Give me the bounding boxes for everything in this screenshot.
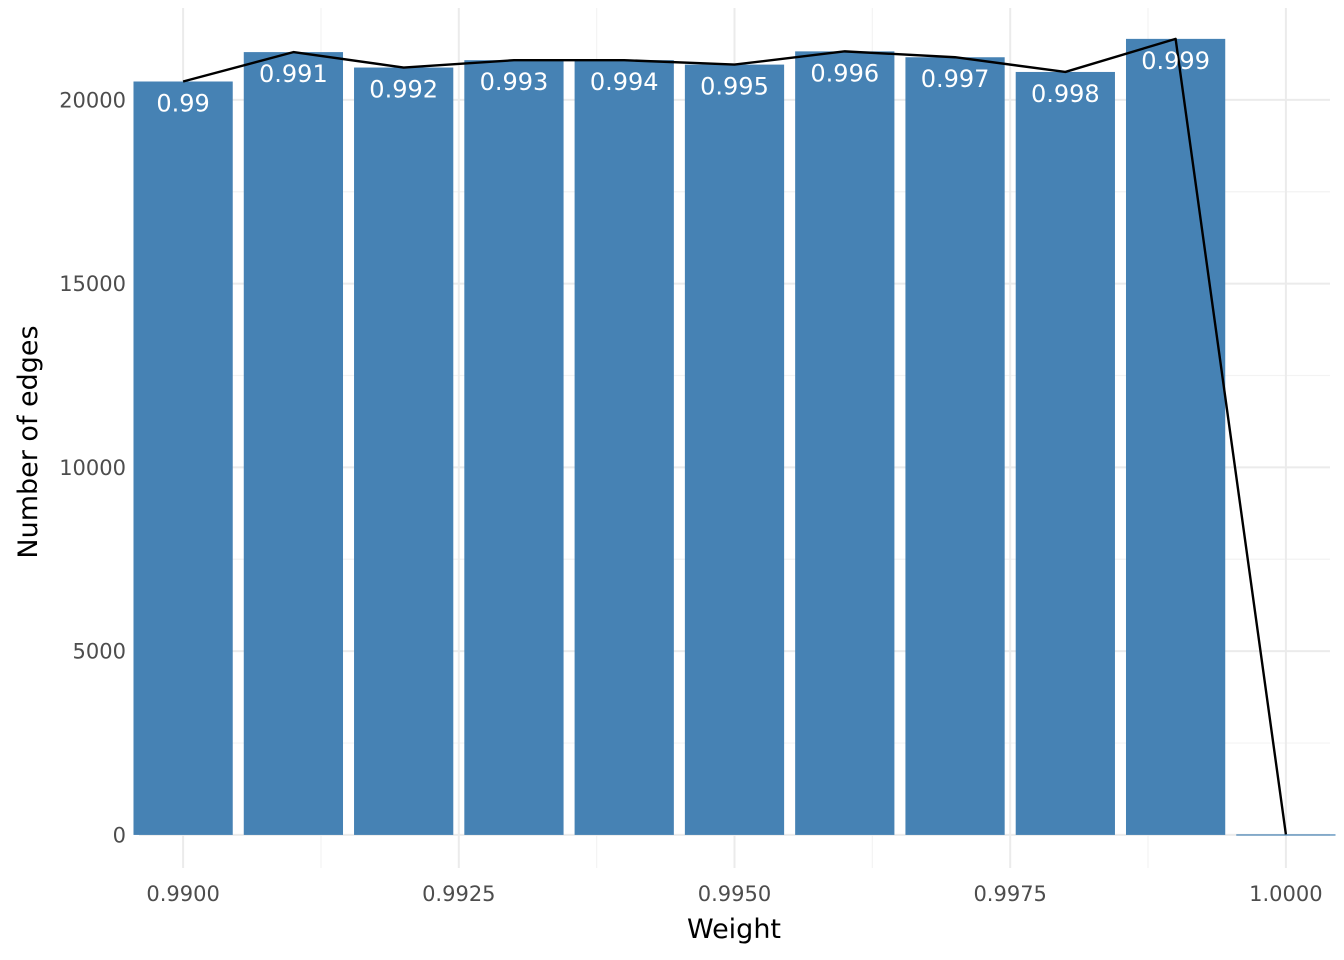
bar-data-label: 0.996 (810, 59, 879, 87)
x-tick-label: 1.0000 (1249, 882, 1322, 906)
bar (354, 67, 454, 835)
bar-data-label: 0.999 (1141, 47, 1210, 75)
bar (1236, 834, 1336, 836)
x-tick-label: 0.9950 (698, 882, 771, 906)
x-tick-label: 0.9975 (973, 882, 1046, 906)
bar-data-label: 0.99 (156, 90, 209, 118)
x-axis-title: Weight (687, 914, 781, 945)
bar (574, 60, 674, 835)
bar (905, 57, 1005, 835)
bar-data-label: 0.998 (1031, 80, 1100, 108)
bar-data-label: 0.994 (590, 68, 659, 96)
bar-labels: 0.99 0.991 0.992 0.993 0.994 0.995 0.996 0.997 0… (156, 47, 1210, 118)
x-tick-label: 0.9925 (422, 882, 495, 906)
x-tick-label: 0.9900 (146, 882, 219, 906)
x-axis-ticks: 0.9900 0.9925 0.9950 0.9975 1.0000 (146, 882, 1322, 906)
bar-data-label: 0.993 (480, 68, 549, 96)
overlay-line (182, 37, 1288, 835)
bars (133, 38, 1336, 836)
bar (684, 64, 785, 835)
y-tick-label: 15000 (59, 272, 126, 296)
bar (243, 52, 344, 835)
y-tick-label: 5000 (73, 640, 126, 664)
trend-line (182, 37, 1288, 835)
bar (133, 81, 233, 835)
bar (1125, 38, 1226, 835)
y-tick-label: 20000 (59, 88, 126, 112)
y-tick-label: 0 (113, 823, 126, 847)
bar (1015, 71, 1115, 835)
y-tick-label: 10000 (59, 456, 126, 480)
bar-data-label: 0.992 (369, 76, 438, 104)
bar (795, 51, 895, 835)
bar-data-label: 0.997 (921, 65, 990, 93)
y-axis-ticks: 0 5000 10000 15000 20000 (59, 88, 126, 847)
bar-data-label: 0.995 (700, 73, 769, 101)
bar (464, 60, 564, 835)
y-axis-title: Number of edges (13, 325, 44, 558)
bar-data-label: 0.991 (259, 60, 328, 88)
